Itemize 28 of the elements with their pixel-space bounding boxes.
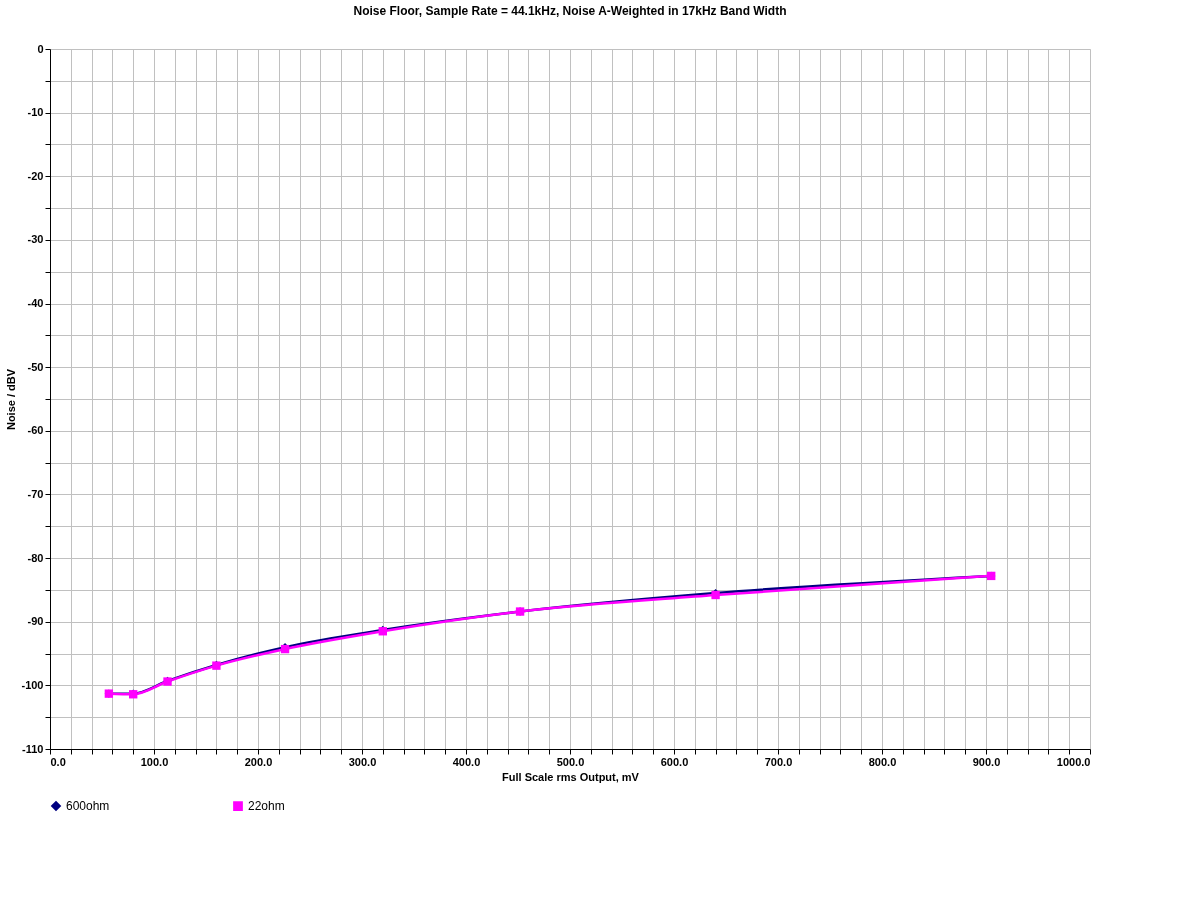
x-tick-label: 600.0 bbox=[660, 755, 689, 768]
x-tick-label: 1000.0 bbox=[1056, 755, 1091, 768]
y-tick-label: -30 bbox=[27, 233, 44, 246]
y-tick-label: -10 bbox=[27, 106, 44, 119]
x-tick-label: 0.0 bbox=[50, 755, 66, 768]
y-tick-label: 0 bbox=[37, 42, 44, 55]
y-tick-label: -110 bbox=[22, 742, 44, 755]
legend-label: 600ohm bbox=[66, 799, 110, 814]
y-tick-label: -100 bbox=[21, 678, 44, 691]
y-tick-label: -40 bbox=[27, 297, 44, 310]
y-tick-label: -50 bbox=[27, 360, 44, 373]
y-axis-title: Noise / dBV bbox=[5, 368, 18, 431]
x-tick-label: 800.0 bbox=[868, 755, 897, 768]
x-axis-title: Full Scale rms Output, mV bbox=[502, 770, 640, 783]
y-tick-label: -70 bbox=[27, 487, 44, 500]
x-tick-label: 300.0 bbox=[348, 755, 377, 768]
x-tick-label: 100.0 bbox=[140, 755, 169, 768]
legend-label: 22ohm bbox=[248, 799, 285, 814]
y-tick-label: -20 bbox=[27, 169, 44, 182]
y-tick-label: -80 bbox=[27, 551, 44, 564]
chart-title: Noise Floor, Sample Rate = 44.1kHz, Noise A-Weighted in 17kHz Band Width bbox=[353, 4, 787, 18]
y-tick-label: -90 bbox=[27, 615, 44, 628]
x-tick-label: 700.0 bbox=[764, 755, 793, 768]
x-tick-label: 400.0 bbox=[452, 755, 481, 768]
y-tick-label: -60 bbox=[27, 424, 44, 437]
x-tick-label: 500.0 bbox=[556, 755, 585, 768]
x-tick-label: 200.0 bbox=[244, 755, 273, 768]
x-tick-label: 900.0 bbox=[972, 755, 1001, 768]
